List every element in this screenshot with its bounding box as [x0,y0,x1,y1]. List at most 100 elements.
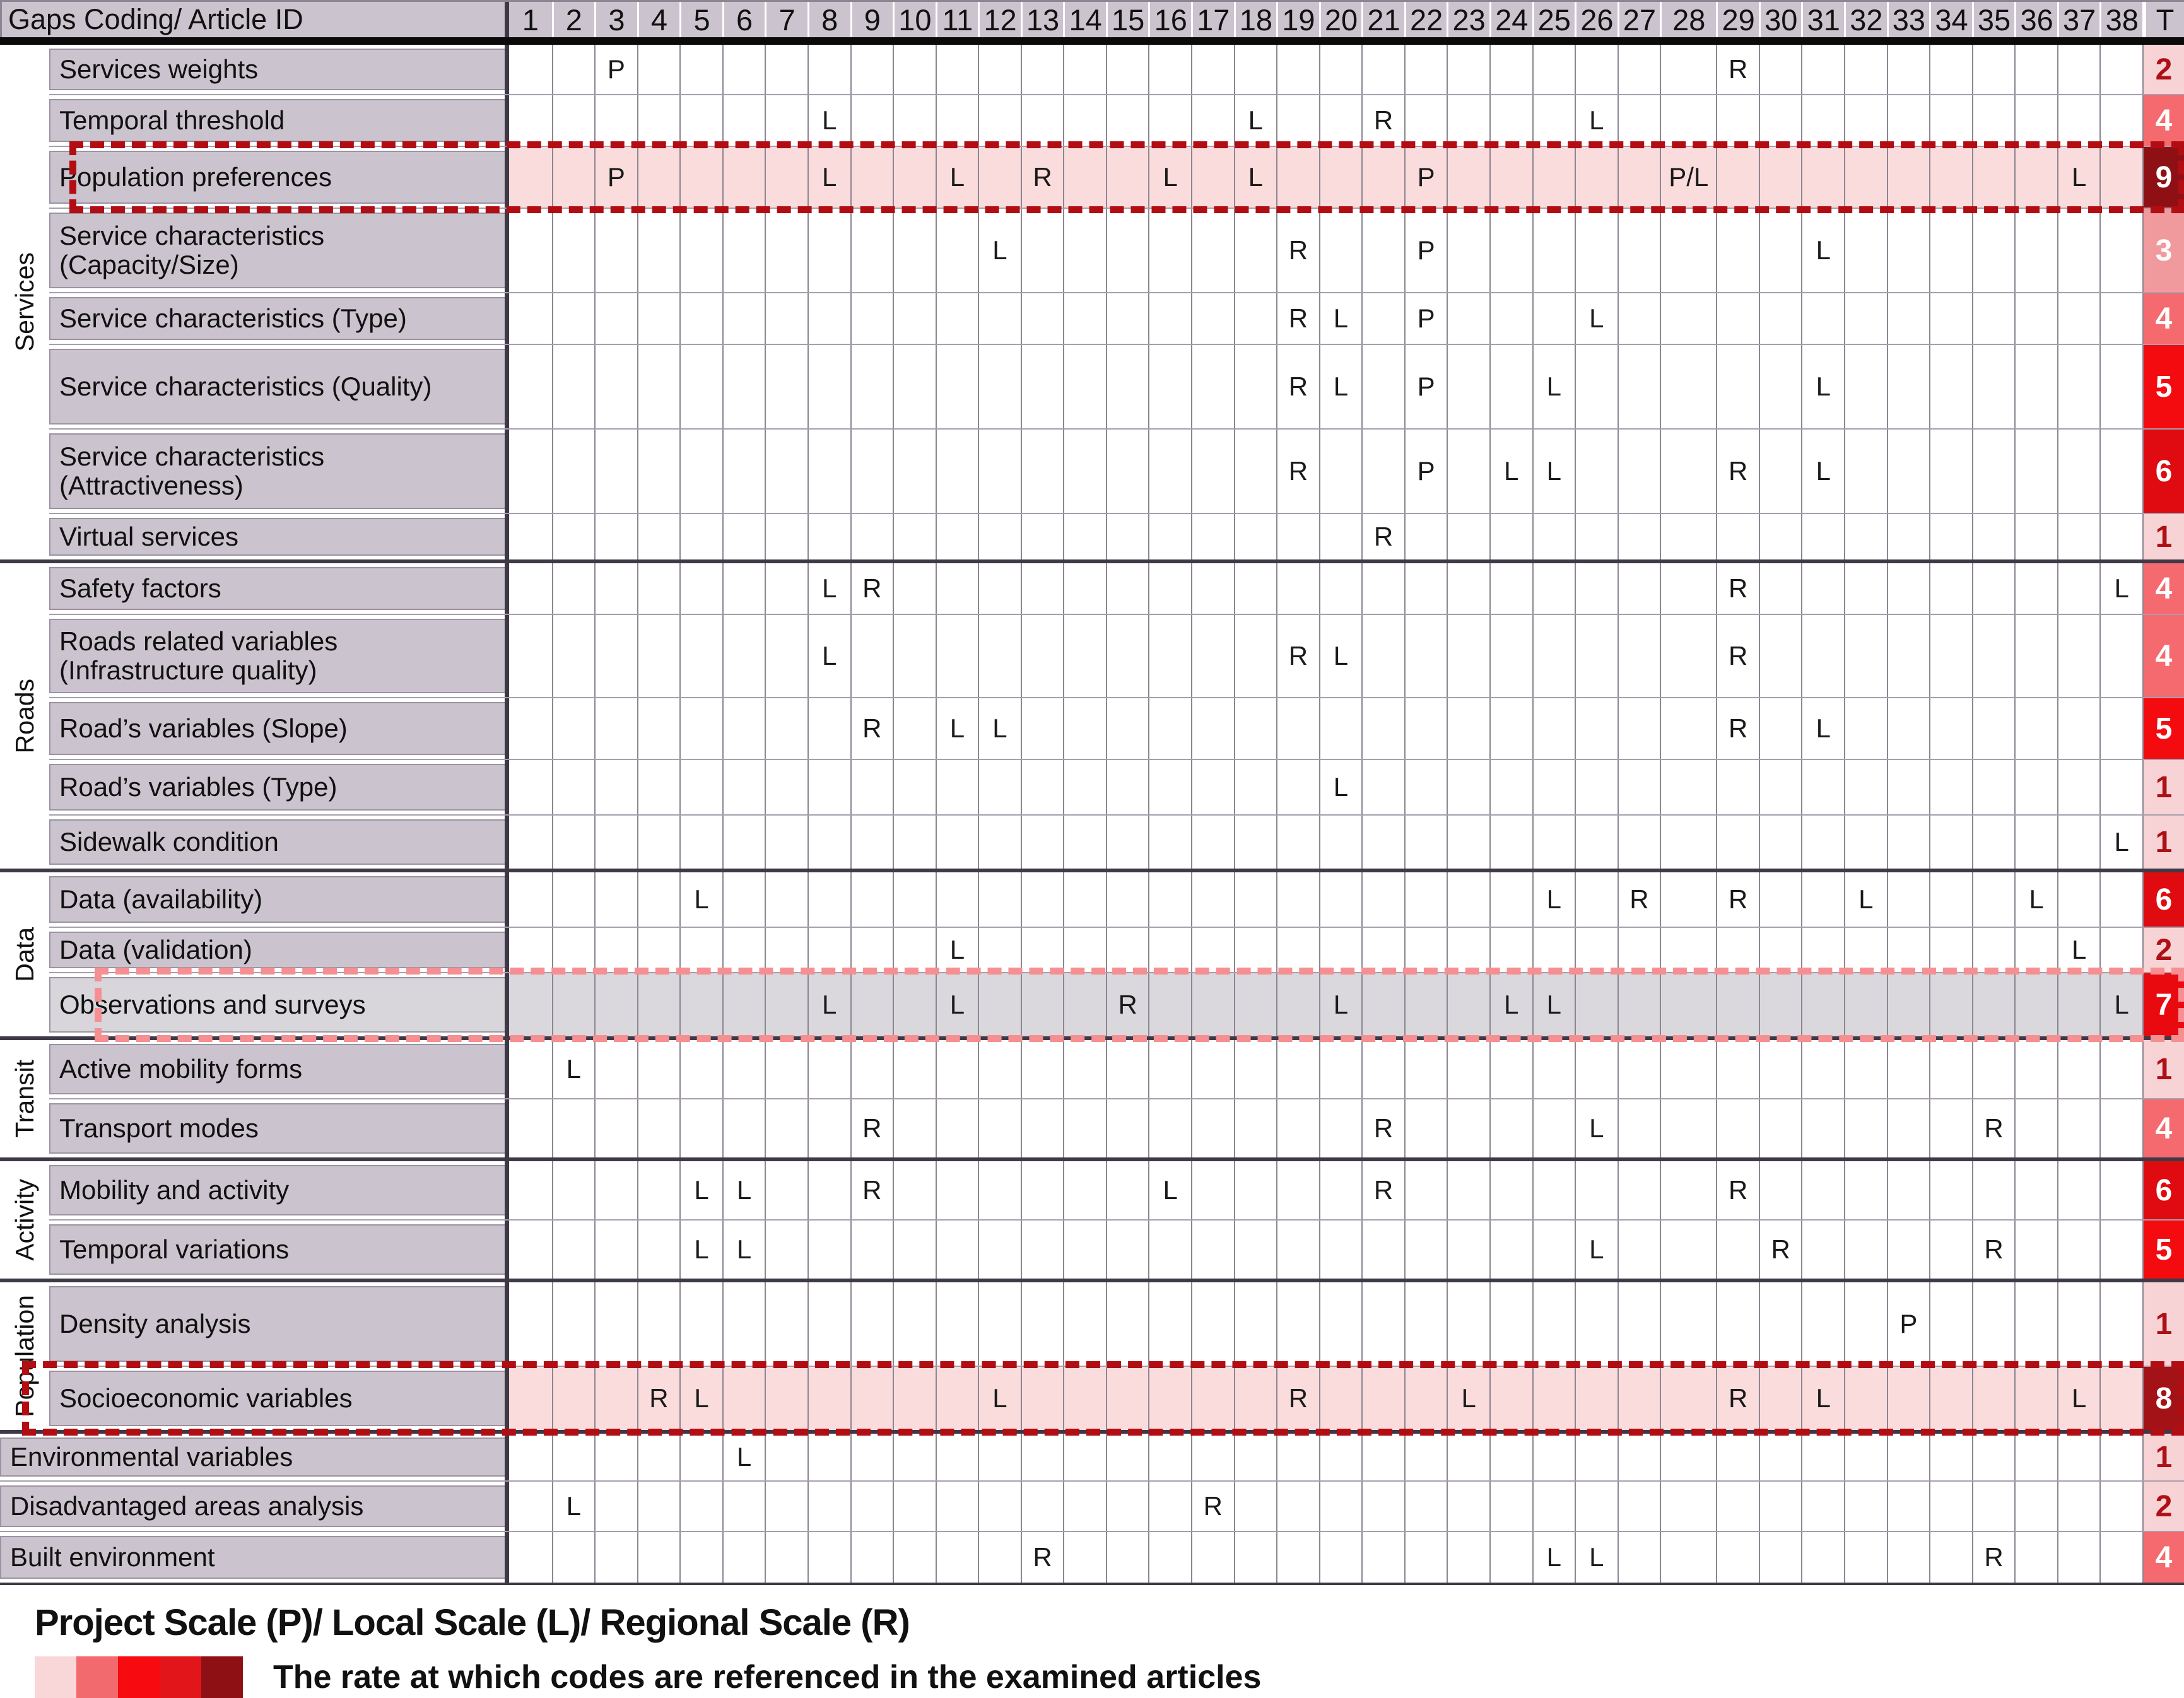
matrix-cell [551,1099,595,1157]
matrix-cell [893,760,936,814]
matrix-cell [1971,1282,2015,1366]
column-header-24: 24 [1489,2,1532,37]
matrix-row: Data (availability) L L R R L L 6 [49,872,2184,927]
matrix-cell [1716,95,1759,146]
matrix-row: Built environment R L L R 4 [0,1531,2184,1583]
matrix-cell [1063,293,1106,344]
matrix-cell [594,514,637,559]
matrix-cell [1020,95,1064,146]
matrix-cell [1447,698,1489,759]
matrix-cell [551,760,595,814]
matrix-cell [1361,345,1404,428]
matrix-cell [1063,95,1106,146]
matrix-cell [2099,1099,2142,1157]
group-block-transit: Transit Active mobility forms L 1 Transport … [0,1036,2184,1157]
matrix-cell [978,1099,1021,1157]
matrix-cell [1844,209,1887,292]
total-cell: 9 [2142,147,2184,208]
matrix-cell [637,760,680,814]
matrix-cell [1575,1040,1617,1098]
matrix-cell [1660,1482,1716,1531]
matrix-cell [1801,514,1844,559]
matrix-cell [1233,1532,1277,1583]
matrix-cell [765,1282,807,1366]
matrix-cell [1447,1434,1489,1480]
matrix-cell [1929,928,1972,972]
matrix-cell [1105,345,1149,428]
matrix-cell [1489,345,1532,428]
matrix-cell [1532,816,1575,869]
matrix-cell [1660,698,1716,759]
matrix-cell [2099,1161,2142,1219]
matrix-cell [1148,1040,1191,1098]
matrix-cell [765,928,807,972]
matrix-cell [978,872,1021,927]
matrix-cell [1276,1040,1319,1098]
column-header-37: 37 [2057,2,2100,37]
matrix-cell [722,698,765,759]
group-block-ungrouped: Environmental variables L 1 Disadvantaged a… [0,1430,2184,1585]
matrix-cell [509,1434,552,1480]
matrix-cell [1617,45,1660,94]
matrix-cell [2057,1099,2100,1157]
code-cell: L [978,209,1021,292]
matrix-cell [935,95,978,146]
code-cell: L [2099,563,2142,614]
matrix-cell [637,1161,680,1219]
matrix-cell [1318,1221,1362,1279]
matrix-cell [850,1040,893,1098]
matrix-cell [722,1099,765,1157]
matrix-cell [2057,973,2100,1036]
matrix-cell [1929,816,1972,869]
matrix-cell [893,45,936,94]
group-label-text: Data [9,927,39,982]
matrix-cell [1020,1282,1064,1366]
matrix-cell [722,514,765,559]
matrix-cell [1404,1532,1447,1583]
matrix-cell [2057,816,2100,869]
matrix-cell [2099,928,2142,972]
matrix-cell [1617,928,1660,972]
row-label: Service characteristics (Attractiveness) [49,433,505,509]
gradient-caption-text: The rate at which codes are referenced i… [273,1659,1262,1695]
code-cell: R [1276,430,1319,513]
code-cell: L [2099,973,2142,1036]
code-cell: P [594,45,637,94]
matrix-cell [807,816,850,869]
matrix-cell [1447,816,1489,869]
matrix-cell [1404,514,1447,559]
matrix-cell [1532,147,1575,208]
code-cell: L [1233,95,1277,146]
matrix-cell [1801,1434,1844,1480]
code-cell: R [1276,293,1319,344]
matrix-cell [1617,615,1660,697]
matrix-cell [1191,563,1234,614]
matrix-cell [679,293,722,344]
matrix-cell [1489,1099,1532,1157]
matrix-cell [551,45,595,94]
matrix-row: Service characteristics (Capacity/Size) L… [49,208,2184,292]
matrix-cell [1929,209,1972,292]
matrix-cell [1233,816,1277,869]
matrix-cell [1617,760,1660,814]
matrix-cell [1716,760,1759,814]
matrix-cell [1971,872,2015,927]
matrix-cell [1489,209,1532,292]
matrix-cell [1660,1161,1716,1219]
matrix-cell [1148,1482,1191,1531]
matrix-cell [1361,430,1404,513]
code-cell: R [1758,1221,1802,1279]
matrix-cell [1489,1434,1532,1480]
matrix-cell [765,1161,807,1219]
matrix-cell [1575,928,1617,972]
matrix-row: Road’s variables (Type) L 1 [49,759,2184,814]
matrix-cell [1489,760,1532,814]
gradient-swatch-block [76,1656,118,1698]
matrix-cell [679,1434,722,1480]
matrix-cell [935,1040,978,1098]
matrix-cell [1575,209,1617,292]
matrix-cell [1447,293,1489,344]
